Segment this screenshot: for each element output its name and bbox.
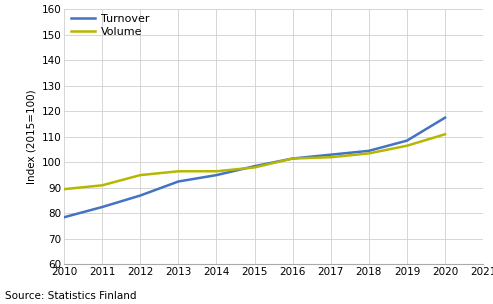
Volume — [176, 169, 181, 173]
Turnover — [366, 149, 372, 153]
Volume — [290, 157, 296, 160]
Turnover — [290, 157, 296, 160]
Text: Source: Statistics Finland: Source: Statistics Finland — [5, 291, 137, 301]
Turnover — [99, 205, 105, 209]
Volume — [99, 184, 105, 187]
Turnover — [442, 116, 448, 119]
Line: Turnover: Turnover — [64, 118, 445, 217]
Turnover — [138, 194, 143, 197]
Turnover — [404, 139, 410, 143]
Turnover — [213, 173, 219, 177]
Turnover — [251, 164, 257, 168]
Volume — [366, 152, 372, 155]
Turnover — [176, 180, 181, 183]
Turnover — [61, 216, 67, 219]
Volume — [251, 166, 257, 169]
Y-axis label: Index (2015=100): Index (2015=100) — [26, 89, 36, 184]
Line: Volume: Volume — [64, 134, 445, 189]
Turnover — [328, 153, 334, 157]
Volume — [61, 187, 67, 191]
Volume — [213, 169, 219, 173]
Volume — [404, 144, 410, 147]
Volume — [328, 155, 334, 159]
Volume — [138, 173, 143, 177]
Volume — [442, 133, 448, 136]
Legend: Turnover, Volume: Turnover, Volume — [68, 12, 151, 39]
